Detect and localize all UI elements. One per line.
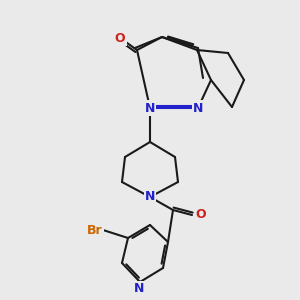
Text: N: N	[145, 101, 155, 115]
Text: Br: Br	[87, 224, 103, 236]
Text: N: N	[134, 283, 144, 296]
Text: N: N	[193, 101, 203, 115]
Text: O: O	[115, 32, 125, 44]
Text: N: N	[145, 190, 155, 203]
Text: O: O	[196, 208, 206, 221]
